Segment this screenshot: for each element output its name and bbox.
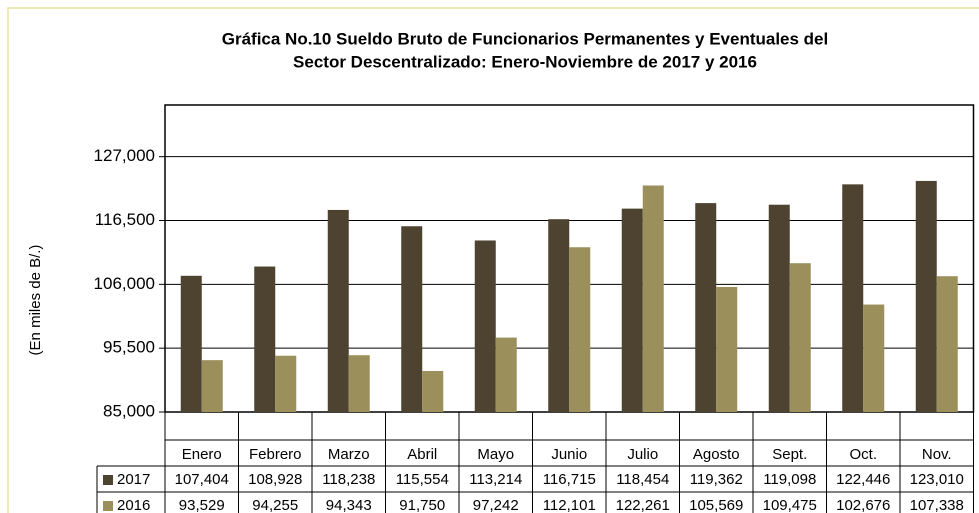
- bar: [936, 276, 958, 412]
- table-value: 102,676: [836, 497, 890, 513]
- x-tick-label: Nov.: [922, 446, 952, 463]
- x-tick-label: Agosto: [693, 446, 740, 463]
- bar: [642, 185, 664, 412]
- bar: [695, 203, 717, 412]
- table-value: 119,362: [690, 471, 743, 488]
- table-value: 94,255: [252, 497, 298, 513]
- x-tick-label: Junio: [551, 446, 587, 463]
- table-value: 91,750: [399, 497, 445, 513]
- bar: [474, 240, 496, 412]
- x-tick-label: Abril: [407, 446, 437, 463]
- bar: [401, 226, 423, 412]
- table-value: 107,404: [175, 471, 229, 488]
- table-value: 123,010: [910, 471, 964, 488]
- bar: [327, 209, 349, 412]
- table-value: 113,214: [469, 471, 522, 488]
- bar: [201, 360, 223, 412]
- table-value: 97,242: [473, 497, 519, 513]
- bar: [254, 266, 276, 412]
- bar: [768, 204, 790, 412]
- x-tick-label: Enero: [182, 446, 222, 463]
- bar: [915, 180, 937, 412]
- table-value: 109,475: [763, 497, 817, 513]
- x-tick-label: Marzo: [328, 446, 370, 463]
- legend-swatch: [103, 501, 113, 511]
- bar: [422, 370, 444, 412]
- y-tick-label: 127,000: [94, 146, 155, 165]
- legend-label: 2016: [117, 497, 150, 513]
- bar: [789, 263, 811, 412]
- x-tick-label: Sept.: [772, 446, 807, 463]
- table-value: 105,569: [689, 497, 743, 513]
- table-value: 116,715: [543, 471, 596, 488]
- bar: [275, 355, 297, 412]
- bar: [180, 275, 202, 412]
- y-tick-label: 95,500: [103, 338, 155, 357]
- bar: [495, 337, 517, 412]
- y-axis-label: (En miles de B/.): [27, 245, 44, 356]
- bar: [569, 247, 591, 412]
- chart-title: Gráfica No.10 Sueldo Bruto de Funcionari…: [222, 29, 829, 48]
- y-tick-label: 106,000: [94, 274, 155, 293]
- x-tick-label: Febrero: [249, 446, 302, 463]
- legend-swatch: [103, 475, 113, 485]
- table-value: 118,454: [616, 471, 669, 488]
- x-tick-label: Julio: [627, 446, 658, 463]
- table-value: 94,343: [326, 497, 372, 513]
- chart-title: Sector Descentralizado: Enero-Noviembre …: [293, 52, 757, 71]
- table-value: 122,261: [616, 497, 670, 513]
- table-value: 108,928: [248, 471, 302, 488]
- bar: [842, 184, 864, 412]
- legend-label: 2017: [117, 471, 150, 488]
- table-value: 122,446: [836, 471, 890, 488]
- bar: [716, 286, 738, 412]
- table-value: 118,238: [322, 471, 375, 488]
- y-tick-label: 116,500: [95, 210, 155, 229]
- bar: [863, 304, 885, 412]
- table-value: 93,529: [179, 497, 225, 513]
- bar: [348, 355, 370, 412]
- y-tick-label: 85,000: [103, 401, 155, 420]
- bar: [621, 208, 643, 412]
- x-tick-label: Mayo: [477, 446, 514, 463]
- table-value: 107,338: [910, 497, 964, 513]
- table-value: 112,101: [543, 497, 596, 513]
- table-value: 115,554: [396, 471, 449, 488]
- x-tick-label: Oct.: [849, 446, 877, 463]
- bar: [548, 219, 570, 412]
- table-value: 119,098: [763, 471, 816, 488]
